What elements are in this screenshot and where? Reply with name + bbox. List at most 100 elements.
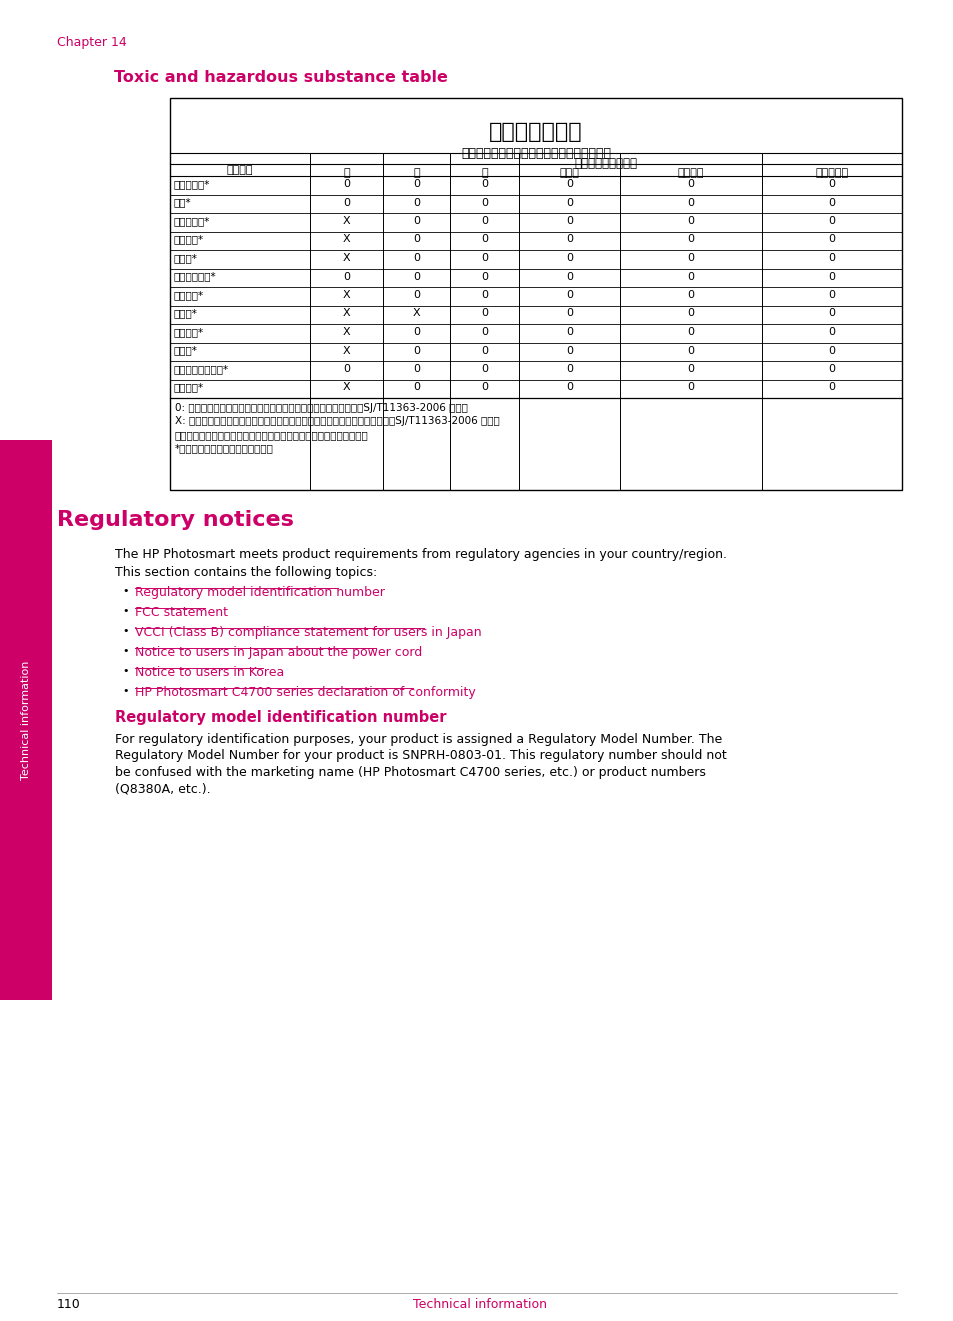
Text: 0: 0 xyxy=(827,346,835,355)
Text: Chapter 14: Chapter 14 xyxy=(57,36,127,49)
Text: 0: 0 xyxy=(413,291,419,300)
Text: 0: 0 xyxy=(565,217,573,226)
Text: 0: 0 xyxy=(480,309,488,318)
Text: 0: 0 xyxy=(413,254,419,263)
Text: Notice to users in Japan about the power cord: Notice to users in Japan about the power… xyxy=(135,646,422,659)
Text: 0: 0 xyxy=(827,328,835,337)
Text: 多渴联苯: 多渴联苯 xyxy=(677,168,703,178)
Text: 零件描述: 零件描述 xyxy=(227,165,253,176)
Text: •: • xyxy=(122,666,129,676)
Text: 多渴联苯醚: 多渴联苯醚 xyxy=(815,168,847,178)
Text: 0: 0 xyxy=(565,235,573,244)
Text: 0: 0 xyxy=(413,198,419,207)
Text: *以上只适用于使用这些部件的产品: *以上只适用于使用这些部件的产品 xyxy=(174,444,274,453)
Text: 0: 0 xyxy=(565,309,573,318)
Text: 0: 0 xyxy=(565,272,573,281)
Text: X: 指此部件使用的均一材质中至少有一种包含的这种有毒有害物质，含量高于SJ/T11363-2006 的限制: X: 指此部件使用的均一材质中至少有一种包含的这种有毒有害物质，含量高于SJ/T… xyxy=(174,416,499,427)
Text: Notice to users in Korea: Notice to users in Korea xyxy=(135,666,284,679)
Text: 0: 0 xyxy=(687,254,694,263)
Text: X: X xyxy=(342,383,350,392)
Text: •: • xyxy=(122,646,129,657)
Text: 镟: 镟 xyxy=(480,168,487,178)
Text: 汞: 汞 xyxy=(413,168,419,178)
Text: 0: 0 xyxy=(827,254,835,263)
Text: 0: 0 xyxy=(565,180,573,189)
Text: 外部电源*: 外部电源* xyxy=(173,383,204,392)
Text: 0: 0 xyxy=(343,272,350,281)
Text: 0: 0 xyxy=(413,365,419,374)
Text: 0: 0 xyxy=(827,383,835,392)
Text: 网络配件*: 网络配件* xyxy=(173,328,204,337)
Text: X: X xyxy=(342,217,350,226)
Text: 0: 0 xyxy=(480,365,488,374)
Text: 0: 0 xyxy=(413,272,419,281)
Text: 扫描仪*: 扫描仪* xyxy=(173,309,197,318)
Text: 0: 0 xyxy=(480,291,488,300)
Text: 0: 0 xyxy=(480,328,488,337)
Text: 0: 0 xyxy=(827,180,835,189)
Text: 0: 0 xyxy=(687,272,694,281)
Text: Technical information: Technical information xyxy=(21,660,30,779)
Bar xyxy=(0,440,52,1000)
Text: FCC statement: FCC statement xyxy=(135,606,228,620)
Text: Technical information: Technical information xyxy=(413,1299,546,1310)
Text: 0: 0 xyxy=(827,217,835,226)
Text: Regulatory notices: Regulatory notices xyxy=(57,510,294,530)
Text: 0: 0 xyxy=(480,198,488,207)
Text: 打印系统*: 打印系统* xyxy=(173,235,204,244)
Text: 0: 0 xyxy=(687,309,694,318)
Text: 根据中国《电子信息产品污染控制管理办法》: 根据中国《电子信息产品污染控制管理办法》 xyxy=(460,147,610,160)
Text: Regulatory Model Number for your product is SNPRH-0803-01. This regulatory numbe: Regulatory Model Number for your product… xyxy=(115,749,726,762)
Text: X: X xyxy=(342,235,350,244)
Text: 外壳和托盘*: 外壳和托盘* xyxy=(173,180,211,189)
Text: 六价格: 六价格 xyxy=(559,168,578,178)
Text: X: X xyxy=(342,291,350,300)
Text: 0: 0 xyxy=(827,365,835,374)
Text: 自动双面打印系统*: 自动双面打印系统* xyxy=(173,365,229,374)
Text: 0: 指此部件的所有均一材质中包含的这种有毒有害物质，含量低于SJ/T11363-2006 的限制: 0: 指此部件的所有均一材质中包含的这种有毒有害物质，含量低于SJ/T11363… xyxy=(174,403,467,413)
Text: •: • xyxy=(122,606,129,616)
Text: 0: 0 xyxy=(687,235,694,244)
Text: 0: 0 xyxy=(413,217,419,226)
Text: 0: 0 xyxy=(687,346,694,355)
Text: For regulatory identification purposes, your product is assigned a Regulatory Mo: For regulatory identification purposes, … xyxy=(115,733,721,746)
Text: 0: 0 xyxy=(413,346,419,355)
Text: Regulatory model identification number: Regulatory model identification number xyxy=(115,709,446,725)
Text: 0: 0 xyxy=(827,291,835,300)
Text: 0: 0 xyxy=(413,235,419,244)
Text: •: • xyxy=(122,626,129,635)
Text: 0: 0 xyxy=(565,383,573,392)
Text: •: • xyxy=(122,686,129,696)
Text: 0: 0 xyxy=(687,291,694,300)
Text: 0: 0 xyxy=(480,180,488,189)
Text: 110: 110 xyxy=(57,1299,81,1310)
Text: •: • xyxy=(122,587,129,596)
Text: 驱动光盘*: 驱动光盘* xyxy=(173,291,204,300)
Text: 注：环保使用期限的参考标识取决于产品正常工作的温度和湿度等条件: 注：环保使用期限的参考标识取决于产品正常工作的温度和湿度等条件 xyxy=(174,431,369,440)
Text: 0: 0 xyxy=(565,346,573,355)
Text: 0: 0 xyxy=(565,291,573,300)
Text: X: X xyxy=(342,328,350,337)
Text: 0: 0 xyxy=(687,383,694,392)
Text: 0: 0 xyxy=(687,180,694,189)
Text: 有毒有害物质和元素: 有毒有害物质和元素 xyxy=(574,157,637,170)
Text: 0: 0 xyxy=(480,383,488,392)
Text: 0: 0 xyxy=(343,365,350,374)
Text: 0: 0 xyxy=(480,346,488,355)
Text: 印刷电路板*: 印刷电路板* xyxy=(173,217,211,226)
Text: (Q8380A, etc.).: (Q8380A, etc.). xyxy=(115,782,211,795)
Text: 0: 0 xyxy=(687,198,694,207)
Text: This section contains the following topics:: This section contains the following topi… xyxy=(115,565,376,579)
Text: The HP Photosmart meets product requirements from regulatory agencies in your co: The HP Photosmart meets product requirem… xyxy=(115,548,726,561)
Text: 电池板*: 电池板* xyxy=(173,346,197,355)
Text: 0: 0 xyxy=(413,383,419,392)
Text: 0: 0 xyxy=(687,217,694,226)
Text: Toxic and hazardous substance table: Toxic and hazardous substance table xyxy=(113,70,447,85)
Text: 0: 0 xyxy=(413,328,419,337)
Text: VCCI (Class B) compliance statement for users in Japan: VCCI (Class B) compliance statement for … xyxy=(135,626,481,639)
Text: X: X xyxy=(342,254,350,263)
Text: 鎀: 鎀 xyxy=(343,168,350,178)
Text: 0: 0 xyxy=(827,235,835,244)
Text: 0: 0 xyxy=(687,365,694,374)
Text: 0: 0 xyxy=(480,217,488,226)
